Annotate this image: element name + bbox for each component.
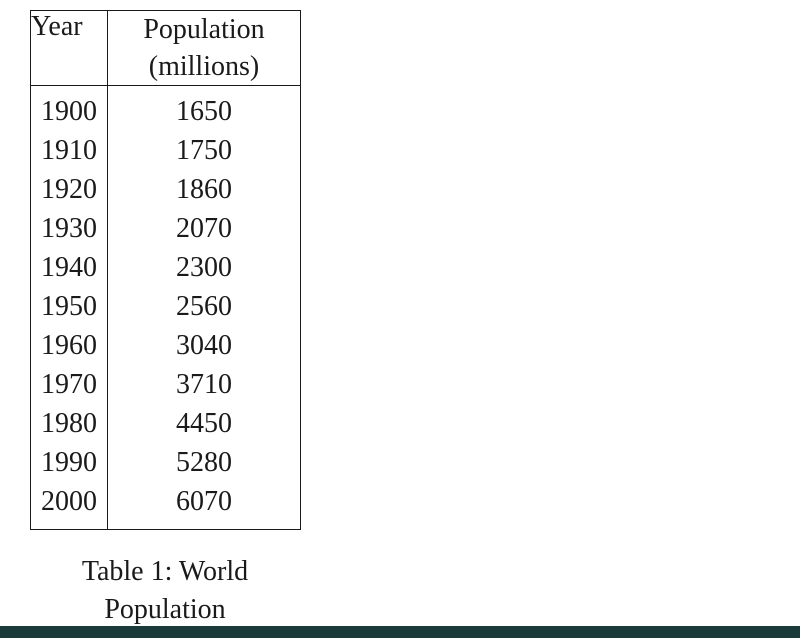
year-cell: 1990 (30, 443, 108, 482)
table-caption: Table 1: World Population (30, 553, 300, 629)
population-header-line2: (millions) (148, 51, 260, 82)
population-cell: 2300 (176, 251, 232, 283)
table-header: Year Population (millions) (30, 10, 301, 86)
year-cell: 2000 (30, 482, 108, 530)
table-row: 1930 2070 (30, 209, 301, 248)
bottom-bar (0, 626, 800, 638)
population-cell: 3040 (176, 329, 232, 361)
population-cell: 1650 (176, 95, 232, 127)
population-cell: 2560 (176, 290, 232, 322)
year-cell: 1950 (30, 287, 108, 326)
population-cell: 5280 (176, 446, 232, 478)
caption-line2: Population (104, 594, 226, 625)
year-cell: 1980 (30, 404, 108, 443)
world-population-table: Year Population (millions) 1900 1650 1910 1… (30, 10, 301, 530)
year-cell: 1930 (30, 209, 108, 248)
population-cell: 1860 (176, 173, 232, 205)
table-row: 1970 3710 (30, 365, 301, 404)
table-row: 1900 1650 (30, 85, 301, 131)
population-column-header: Population (millions) (107, 10, 301, 86)
population-cell: 2070 (176, 212, 232, 244)
table-row: 1940 2300 (30, 248, 301, 287)
year-cell: 1970 (30, 365, 108, 404)
table-row: 1990 5280 (30, 443, 301, 482)
population-header-line1: Population (143, 14, 265, 45)
year-cell: 1920 (30, 170, 108, 209)
table-row: 1920 1860 (30, 170, 301, 209)
population-cell: 4450 (176, 407, 232, 439)
year-column-header: Year (30, 10, 108, 86)
year-cell: 1960 (30, 326, 108, 365)
year-cell: 1900 (30, 85, 108, 131)
table-row: 2000 6070 (30, 482, 301, 530)
table-row: 1950 2560 (30, 287, 301, 326)
population-cell: 6070 (176, 485, 232, 517)
year-cell: 1910 (30, 131, 108, 170)
population-cell: 1750 (176, 134, 232, 166)
table-row: 1910 1750 (30, 131, 301, 170)
caption-line1: Table 1: World (81, 556, 249, 587)
world-population-table-container: Year Population (millions) 1900 1650 1910 1… (30, 10, 301, 530)
table-row: 1960 3040 (30, 326, 301, 365)
table-body: 1900 1650 1910 1750 1920 1860 1930 2070 1940 2300… (30, 85, 301, 530)
year-cell: 1940 (30, 248, 108, 287)
table-header-row: Year Population (millions) (30, 10, 301, 86)
table-row: 1980 4450 (30, 404, 301, 443)
population-cell: 3710 (176, 368, 232, 400)
